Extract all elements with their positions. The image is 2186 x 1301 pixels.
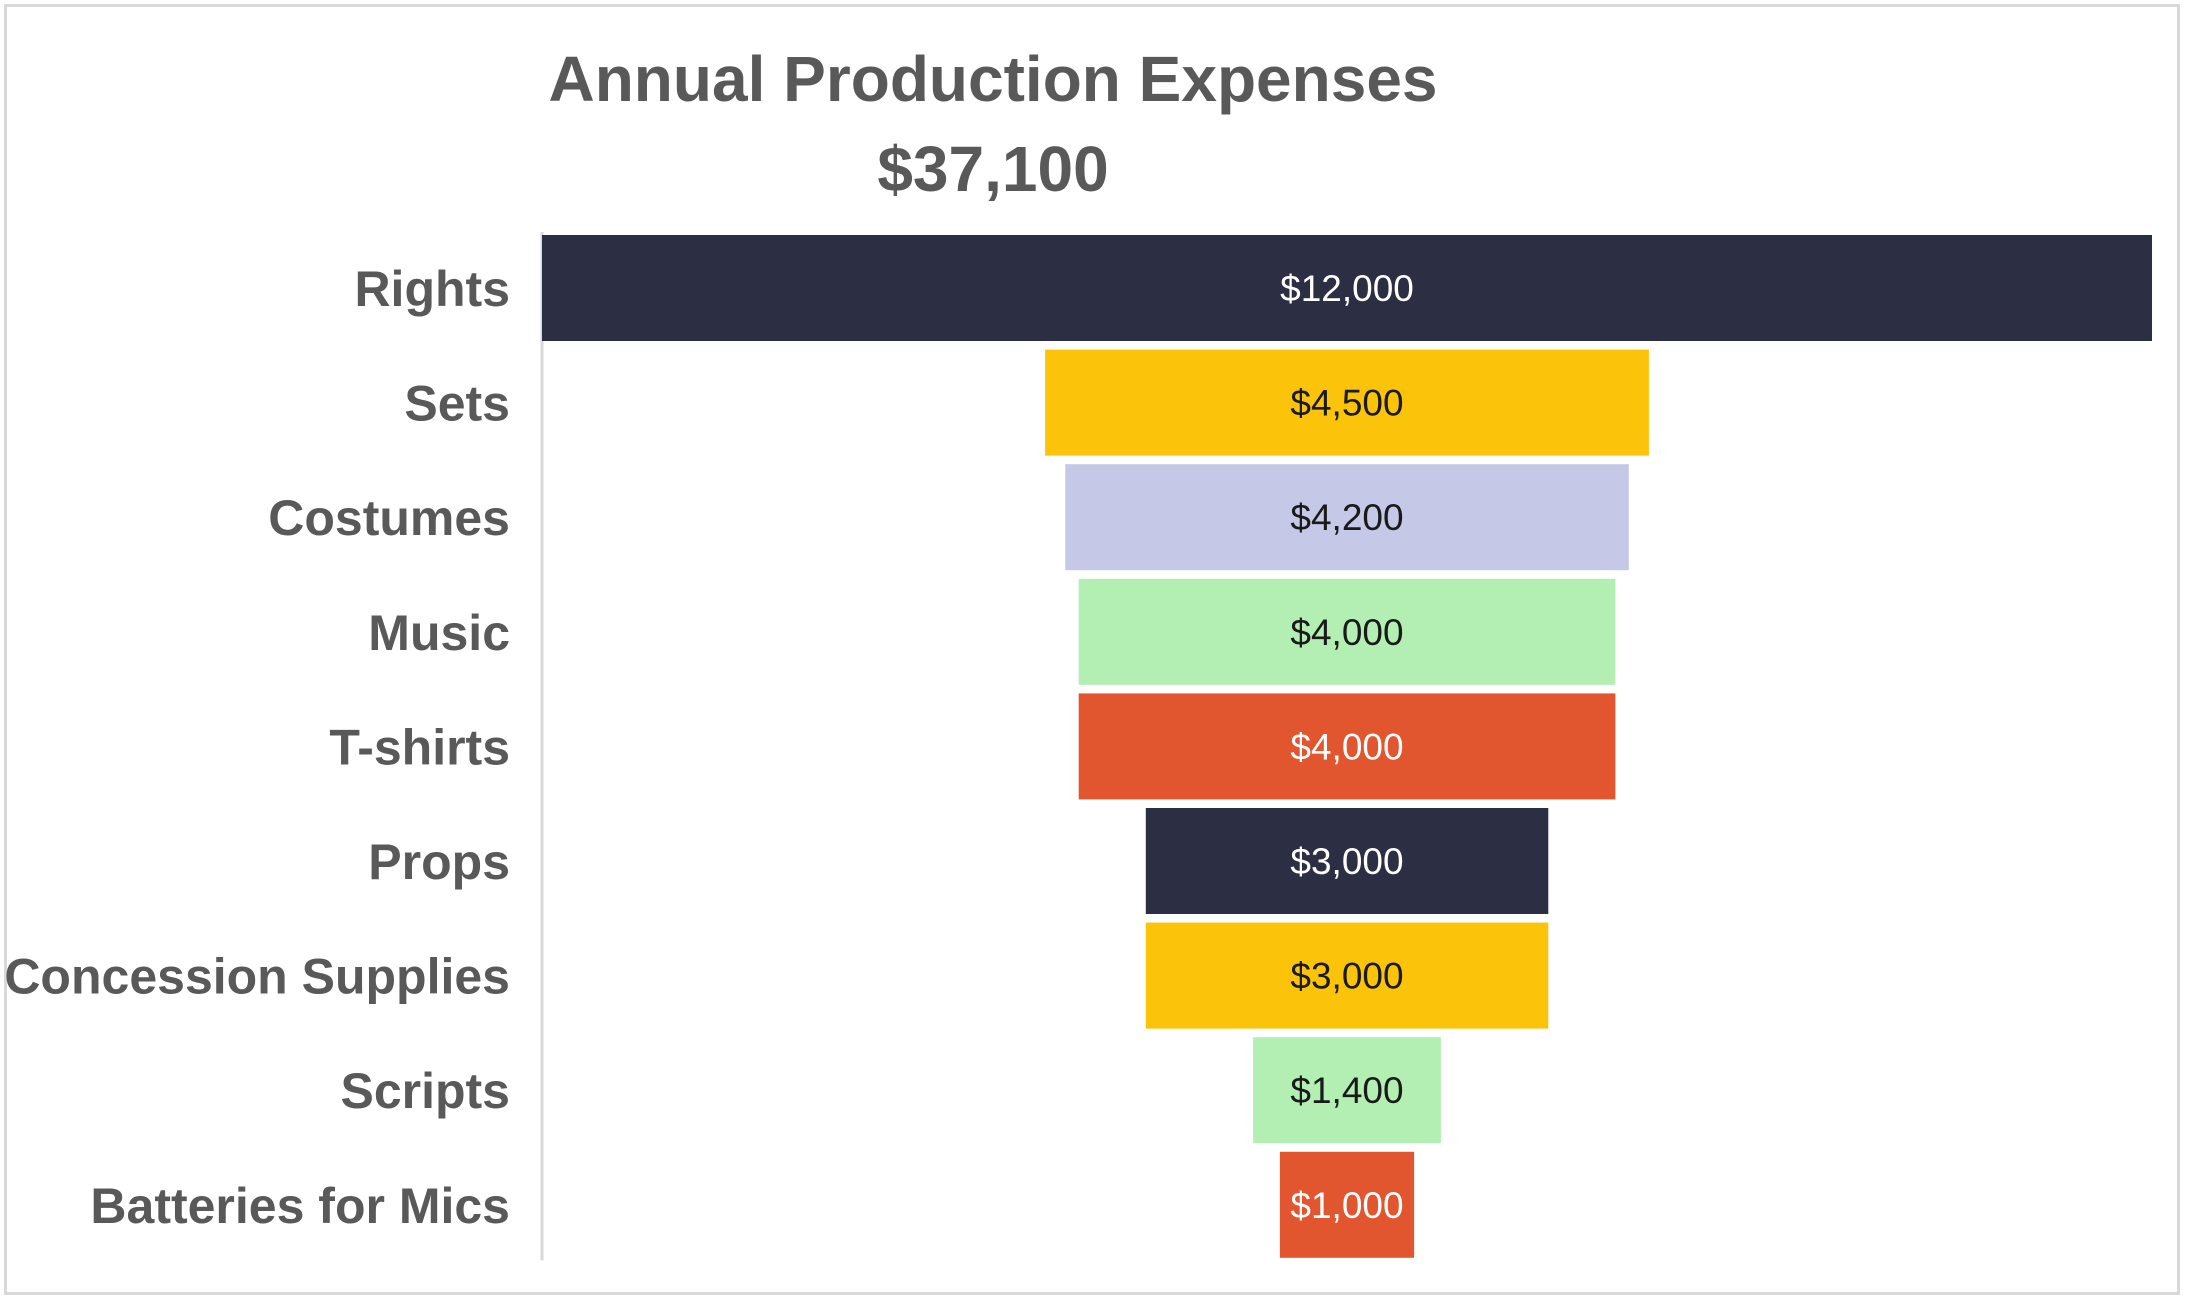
category-label-4: T-shirts (329, 719, 510, 775)
data-label-5: $3,000 (1290, 841, 1403, 882)
funnel-bar-6 (1145, 922, 1549, 1029)
chart-title: Annual Production Expenses $37,100 (0, 34, 2186, 214)
data-label-3: $4,000 (1290, 612, 1403, 653)
funnel-bar-8 (1279, 1151, 1415, 1258)
category-label-1: Sets (404, 376, 510, 432)
category-label-7: Scripts (340, 1063, 510, 1119)
data-label-1: $4,500 (1290, 383, 1403, 424)
category-label-6: Concession Supplies (4, 949, 510, 1005)
funnel-bar-2 (1065, 464, 1629, 571)
data-label-2: $4,200 (1290, 497, 1403, 538)
data-label-6: $3,000 (1290, 956, 1403, 997)
data-label-0: $12,000 (1280, 268, 1414, 309)
funnel-bar-7 (1253, 1037, 1441, 1144)
funnel-bar-1 (1045, 349, 1649, 456)
category-label-5: Props (368, 834, 510, 890)
chart-title-text: Annual Production Expenses (548, 43, 1438, 115)
data-label-8: $1,000 (1290, 1185, 1403, 1226)
data-label-4: $4,000 (1290, 726, 1403, 767)
data-label-7: $1,400 (1290, 1070, 1403, 1111)
category-label-0: Rights (354, 261, 510, 317)
category-label-8: Batteries for Mics (90, 1178, 510, 1234)
category-label-3: Music (368, 605, 510, 661)
category-label-2: Costumes (268, 490, 510, 546)
funnel-bar-4 (1078, 693, 1616, 800)
funnel-bar-3 (1078, 578, 1616, 685)
funnel-bar-5 (1145, 808, 1549, 914)
funnel-bar-0 (542, 235, 2152, 341)
chart-subtitle-total: $37,100 (877, 133, 1109, 205)
